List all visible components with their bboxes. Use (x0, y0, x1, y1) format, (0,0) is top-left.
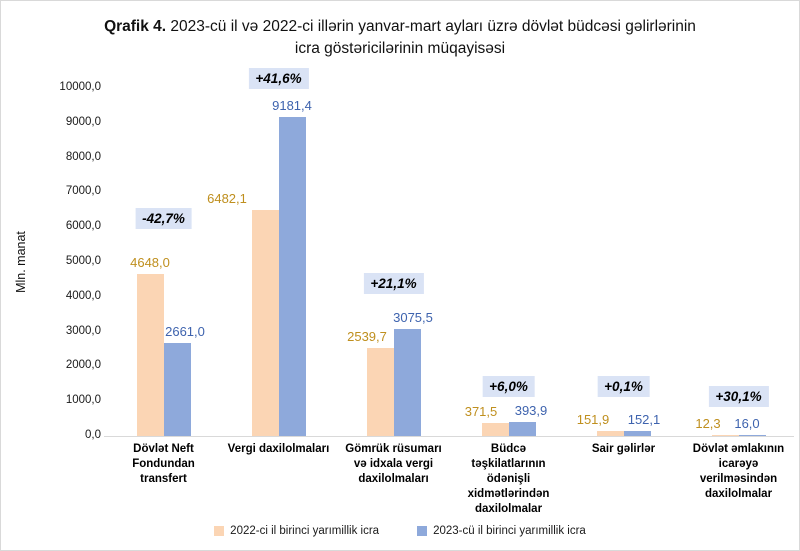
bar-2023 (163, 343, 191, 436)
legend-swatch-2023 (417, 526, 428, 536)
bar-2023 (738, 435, 766, 436)
bar-2022 (251, 210, 279, 436)
bar-2022 (366, 347, 394, 436)
category-label: Gömrük rüsumarı və idxala vergi daxilolm… (345, 443, 442, 485)
legend-label-2022: 2022-ci il birinci yarımillik icra (230, 525, 380, 537)
chart-title-text: 2023-cü il və 2022-ci illərin yanvar-mar… (166, 18, 696, 58)
y-tick-label: 3000,0 (65, 324, 101, 337)
value-label-2022: 151,9 (576, 411, 610, 427)
legend: 2022-ci il birinci yarımillik icra 2023-… (1, 525, 799, 537)
bar-2022 (136, 274, 164, 436)
y-tick-label: 9000,0 (65, 115, 101, 128)
bar-2023 (623, 430, 651, 436)
x-axis-line (104, 436, 794, 437)
value-label-2023: 3075,5 (393, 309, 433, 325)
bar-2023 (508, 422, 536, 436)
y-tick-label: 10000,0 (59, 81, 101, 93)
bar-group: 2539,7 3075,5 +21,1% (336, 88, 451, 436)
value-label-2022: 2539,7 (347, 328, 387, 344)
chart-title: Qrafik 4. 2023-cü il və 2022-ci illərin … (100, 16, 700, 61)
y-tick-label: 5000,0 (65, 255, 101, 267)
value-label-2022: 371,5 (464, 404, 498, 420)
category-label: Dövlət Neft Fondundan transfert (132, 443, 195, 485)
value-label-2023: 2661,0 (165, 324, 205, 340)
change-badge: +30,1% (708, 386, 769, 407)
change-badge: -42,7% (135, 208, 192, 230)
value-label-2023: 16,0 (734, 416, 760, 431)
plot-area: 4648,0 2661,0 -42,7% 6482,1 9181,4 +41,6% 2539… (106, 67, 796, 436)
change-badge: +0,1% (597, 375, 650, 397)
y-tick-label: 0,0 (85, 429, 101, 441)
y-tick-label: 6000,0 (65, 220, 101, 233)
category-label: Büdcə təşkilatlarının ödənişli xidmətlər… (467, 443, 550, 515)
legend-label-2023: 2023-cü il birinci yarımillik icra (433, 525, 586, 537)
value-label-2023: 393,9 (514, 403, 548, 419)
bar-group: 371,5 393,9 +6,0% (451, 88, 566, 436)
chart-title-number: Qrafik 4. (104, 18, 167, 35)
legend-item-2023: 2023-cü il birinci yarımillik icra (417, 525, 586, 537)
legend-item-2022: 2022-ci il birinci yarımillik icra (214, 525, 379, 537)
legend-swatch-2022 (214, 526, 225, 536)
y-tick-label: 1000,0 (65, 394, 101, 407)
bar-2023 (393, 328, 421, 436)
value-label-2022: 4648,0 (130, 255, 170, 271)
bar-2022 (596, 430, 624, 436)
y-tick-label: 7000,0 (65, 185, 101, 198)
value-label-2023: 152,1 (627, 411, 661, 427)
bar-group: 12,3 16,0 +30,1% (681, 88, 796, 436)
change-badge: +21,1% (363, 272, 424, 294)
x-axis-category-labels: Dövlət Neft Fondundan transfert Vergi dax… (106, 442, 796, 517)
value-label-2022: 6482,1 (207, 191, 247, 207)
y-tick-label: 2000,0 (65, 359, 101, 372)
y-tick-label: 4000,0 (65, 289, 101, 302)
bar-2022 (481, 423, 509, 436)
category-label: Vergi daxilolmaları (227, 443, 330, 455)
change-badge: +6,0% (482, 376, 535, 398)
category-label: Dövlət əmlakının icarəyə verilməsindən d… (692, 443, 785, 500)
bar-group: 6482,1 9181,4 +41,6% (207, 67, 336, 436)
change-badge: +41,6% (248, 67, 309, 89)
bar-group: 151,9 152,1 +0,1% (566, 88, 681, 436)
value-label-2022: 12,3 (695, 416, 721, 431)
bar-group: 4648,0 2661,0 -42,7% (106, 88, 221, 436)
value-label-2023: 9181,4 (272, 97, 312, 113)
category-label: Sair gəlirlər (591, 443, 656, 455)
y-tick-label: 8000,0 (65, 150, 101, 163)
bar-2022 (711, 435, 739, 436)
bar-2023 (278, 116, 306, 436)
